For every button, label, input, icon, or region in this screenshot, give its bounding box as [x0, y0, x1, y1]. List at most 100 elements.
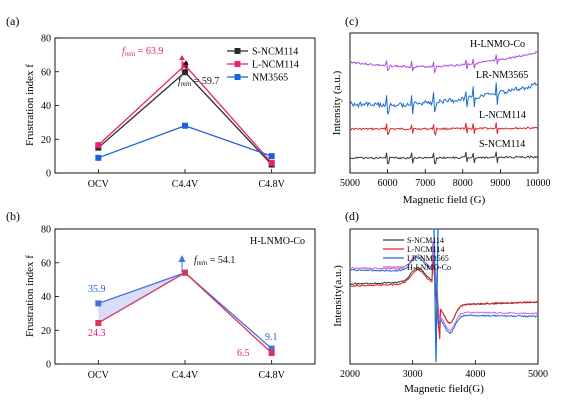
- panel-a-label: (a): [6, 14, 19, 28]
- y-tick-label: 20: [41, 326, 51, 337]
- legend-marker: [234, 48, 241, 54]
- panel-b-label: (b): [6, 209, 20, 223]
- legend-marker: [234, 61, 241, 67]
- legend-label: L-NCM114: [407, 245, 444, 254]
- panel-a-annotation-sncm: fmin = 59.7: [178, 76, 219, 88]
- series-line: [98, 125, 272, 159]
- x-tick-label: C4.8V: [258, 179, 285, 190]
- panel-b-legend-text: H-LNMO-Co: [250, 236, 305, 247]
- panel-a-arrowhead-lncm: [179, 55, 185, 60]
- panel-b: (b) 0 20 40 60 80 OCV C4.4V C4.8V Frustration …: [6, 209, 316, 381]
- legend-label: S-NCM114: [252, 47, 298, 58]
- panel-b-y-axis-title: Frustration index f: [24, 255, 36, 337]
- panel-d-x-axis-title: Magnetic field(G): [404, 383, 484, 395]
- data-point-marker: [268, 345, 275, 352]
- y-tick-label: 80: [41, 225, 51, 236]
- panel-d: (d) Intensity(a.u.) Magnetic field(G) 20…: [332, 209, 548, 395]
- x-tick-label: 7000: [415, 178, 435, 189]
- x-tick-label: C4.4V: [172, 370, 199, 381]
- y-tick-label: 40: [41, 292, 51, 303]
- epr-curve: [349, 240, 539, 332]
- epr-curve: [349, 122, 539, 136]
- data-point-marker: [268, 153, 275, 160]
- data-point-marker: [95, 142, 102, 149]
- legend-label: L-NCM114: [252, 60, 299, 71]
- panel-b-y-ticks: 0 20 40 60 80: [41, 225, 59, 371]
- panel-a-series: [95, 62, 275, 168]
- y-tick-label: 60: [41, 258, 51, 269]
- panel-c-plot-frame: [349, 32, 539, 174]
- panel-c-series-label-lrnm: LR-NM3565: [476, 70, 528, 81]
- epr-curve: [349, 257, 539, 340]
- panel-b-value-label-c48-blue: 9.1: [265, 332, 278, 343]
- panel-d-plot-frame: [349, 228, 539, 365]
- x-tick-label: 5000: [528, 369, 548, 380]
- panel-d-curves: [349, 228, 539, 363]
- series-line: [98, 271, 273, 350]
- y-tick-label: 80: [41, 34, 51, 45]
- panel-b-value-label-ocv-red: 24.3: [88, 328, 106, 339]
- epr-curve: [349, 50, 539, 74]
- panel-a-legend: S-NCM114 L-NCM114 NM3565: [227, 47, 299, 84]
- legend-label: H-LNMO-Co: [407, 263, 451, 272]
- panel-b-series: [95, 269, 275, 357]
- panel-b-value-label-ocv-blue: 35.9: [88, 284, 106, 295]
- panel-a-x-ticks: OCV C4.4V C4.8V: [88, 169, 286, 190]
- panel-d-y-axis-title: Intensity(a.u.): [332, 265, 344, 327]
- x-tick-label: 4000: [465, 369, 485, 380]
- panel-a: (a) 0 20 40 60 80 OCV C4.4V C4.8V Frustration …: [6, 14, 316, 190]
- panel-b-plot-frame: [54, 228, 316, 365]
- epr-curve: [349, 151, 539, 165]
- x-tick-label: OCV: [88, 370, 110, 381]
- panel-d-x-ticks: 2000 3000 4000 5000: [340, 360, 548, 380]
- epr-curve: [349, 81, 538, 115]
- panel-c-y-axis-title: Intensity (a.u.): [331, 70, 343, 135]
- y-tick-label: 0: [46, 169, 51, 180]
- data-point-marker: [182, 62, 188, 69]
- data-point-marker: [268, 350, 275, 357]
- panel-a-arrowhead-sncm: [183, 60, 189, 65]
- series-line: [98, 271, 273, 354]
- x-tick-label: OCV: [88, 179, 110, 190]
- panel-b-x-ticks: OCV C4.4V C4.8V: [88, 360, 286, 381]
- panel-c-x-axis-title: Magnetic field (G): [403, 194, 486, 206]
- data-point-marker: [95, 154, 102, 161]
- data-point-marker: [95, 319, 102, 326]
- legend-label: LR-NM3565: [407, 254, 449, 263]
- y-tick-label: 60: [41, 67, 51, 78]
- legend-marker: [234, 74, 241, 80]
- y-tick-label: 0: [46, 360, 51, 371]
- panel-c-label: (c): [345, 14, 358, 28]
- y-tick-label: 40: [41, 101, 51, 112]
- panel-a-y-axis-title: Frustration index f: [24, 64, 36, 146]
- panel-c-series-label-hlnmo: H-LNMO-Co: [470, 39, 525, 50]
- data-point-marker: [268, 159, 275, 166]
- x-tick-label: 10000: [526, 178, 551, 189]
- data-point-marker: [182, 122, 188, 129]
- x-tick-label: 6000: [378, 178, 398, 189]
- panel-c-x-ticks: 5000 6000 7000 8000 9000 10000: [340, 169, 551, 189]
- panel-c-curves: [349, 50, 539, 165]
- legend-label: NM3565: [252, 73, 288, 84]
- panel-b-value-label-c48-red: 6.5: [237, 348, 250, 359]
- x-tick-label: 5000: [340, 178, 360, 189]
- x-tick-label: 3000: [403, 369, 423, 380]
- x-tick-label: C4.8V: [258, 370, 285, 381]
- x-tick-label: 8000: [453, 178, 473, 189]
- panel-b-arrowhead-fmin: [178, 255, 186, 262]
- x-tick-label: C4.4V: [172, 179, 199, 190]
- panel-a-y-ticks: 0 20 40 60 80: [41, 34, 59, 180]
- panel-c-series-label-sncm: S-NCM114: [479, 139, 525, 150]
- panel-c-series-label-lncm: L-NCM114: [479, 110, 526, 121]
- data-point-marker: [182, 269, 188, 276]
- panel-d-label: (d): [345, 209, 359, 223]
- epr-sharp-line: [432, 228, 439, 363]
- y-tick-label: 20: [41, 135, 51, 146]
- x-tick-label: 2000: [340, 369, 360, 380]
- legend-label: S-NCM114: [407, 236, 444, 245]
- data-point-marker: [95, 300, 102, 307]
- x-tick-label: 9000: [490, 178, 510, 189]
- epr-curve: [349, 241, 539, 335]
